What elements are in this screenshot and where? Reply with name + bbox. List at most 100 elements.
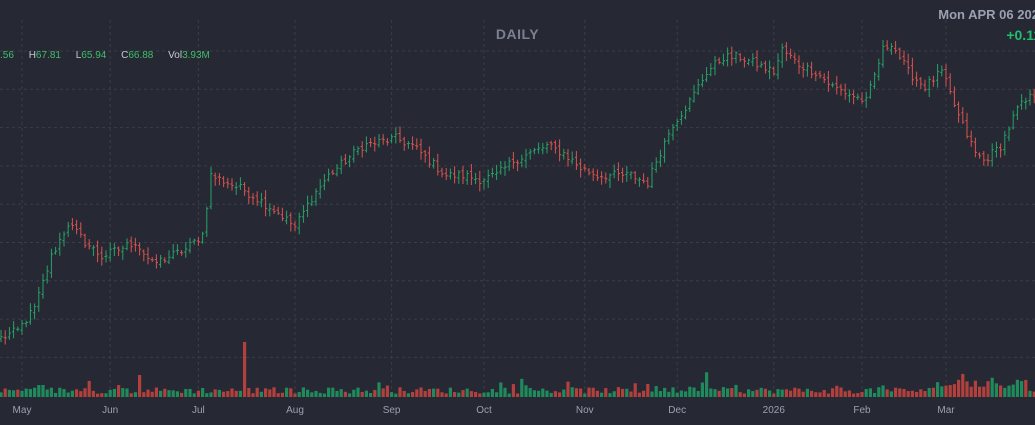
volume-bar — [852, 393, 856, 397]
price-bar — [742, 56, 746, 68]
price-bar — [726, 47, 730, 67]
price-bar — [831, 82, 835, 88]
volume-bar — [831, 388, 835, 397]
volume-bar — [608, 393, 612, 397]
volume-bar — [184, 388, 188, 397]
volume-bar — [541, 388, 545, 397]
price-bar — [192, 238, 196, 245]
price-bar — [814, 70, 818, 82]
volume-bar — [797, 388, 801, 397]
volume-bar — [222, 391, 226, 397]
volume-bar — [159, 390, 163, 397]
price-bar — [587, 168, 591, 176]
volume-bar — [108, 389, 112, 397]
volume-bar — [843, 391, 847, 397]
close-label: C — [121, 50, 129, 61]
volume-bar — [499, 382, 503, 397]
price-bar — [843, 83, 847, 100]
price-bar — [768, 60, 772, 80]
volume-bar — [839, 387, 843, 397]
price-bar — [16, 326, 20, 332]
volume-bar — [33, 387, 37, 397]
price-bar — [306, 195, 310, 218]
price-bar — [789, 48, 793, 59]
grid — [0, 20, 1035, 398]
price-bars — [0, 39, 1035, 345]
price-bar — [860, 92, 864, 104]
price-bar — [285, 210, 289, 225]
volume-bar — [528, 387, 532, 397]
price-bar — [171, 244, 175, 260]
volume-bar — [255, 387, 259, 397]
price-bar — [873, 71, 877, 90]
price-bar — [562, 148, 566, 160]
volume-bar — [373, 389, 377, 397]
volume-bar — [868, 388, 872, 397]
price-bar — [37, 286, 41, 312]
volume-bar — [390, 392, 394, 397]
volume-bar — [994, 383, 998, 397]
close-value: 66.88 — [128, 50, 154, 61]
price-bar — [835, 75, 839, 95]
price-bar — [364, 136, 368, 153]
volume-bar — [411, 392, 415, 397]
price-bar — [528, 148, 532, 160]
volume-bar — [306, 389, 310, 397]
volume-bar — [54, 392, 58, 397]
price-bar — [621, 167, 625, 183]
volume-label: Vol — [168, 50, 183, 61]
price-bar — [411, 136, 415, 150]
price-bar — [49, 248, 53, 278]
price-bar — [255, 191, 259, 206]
volume-bar — [112, 388, 116, 397]
price-bar — [646, 176, 650, 189]
price-bar — [184, 242, 188, 258]
volume-bar — [154, 387, 158, 397]
x-tick-label: Nov — [576, 405, 594, 416]
price-bar — [381, 134, 385, 145]
volume-bar — [587, 387, 591, 397]
price-bar — [520, 154, 524, 168]
volume-bar — [650, 391, 654, 397]
volume-bar — [79, 391, 83, 397]
price-bar — [457, 169, 461, 184]
price-bar — [327, 168, 331, 182]
price-bar — [537, 142, 541, 154]
volume-bar — [495, 392, 499, 397]
volume-bar — [213, 389, 217, 397]
volume-bar — [192, 393, 196, 397]
price-bar — [910, 57, 914, 86]
price-bar — [213, 172, 217, 186]
volume-bar — [847, 390, 851, 397]
price-bar — [201, 231, 205, 244]
price-bar — [999, 143, 1003, 158]
volume-bar — [709, 388, 713, 397]
price-bar — [898, 47, 902, 60]
volume-bar — [889, 391, 893, 397]
price-bar — [398, 126, 402, 143]
volume-bar — [818, 392, 822, 397]
price-bar — [83, 233, 87, 248]
price-bar — [427, 146, 431, 168]
volume-bar — [814, 392, 818, 397]
price-bar — [133, 237, 137, 252]
x-tick-label: Sep — [383, 405, 401, 416]
price-bar — [541, 142, 545, 155]
price-bar — [45, 265, 49, 284]
price-bar — [28, 303, 32, 325]
price-bar — [923, 79, 927, 92]
volume-bar — [1024, 379, 1028, 397]
volume-bar — [121, 388, 125, 397]
price-bar — [402, 136, 406, 151]
volume-bar — [49, 387, 53, 397]
volume-bar — [826, 393, 830, 397]
price-bar — [948, 73, 952, 95]
volume-bar — [41, 384, 45, 397]
volume-bar — [104, 393, 108, 397]
price-bar — [356, 146, 360, 156]
volume-bar — [117, 385, 121, 397]
price-bar — [692, 84, 696, 103]
volume-bar — [478, 393, 482, 397]
price-bar — [226, 177, 230, 189]
